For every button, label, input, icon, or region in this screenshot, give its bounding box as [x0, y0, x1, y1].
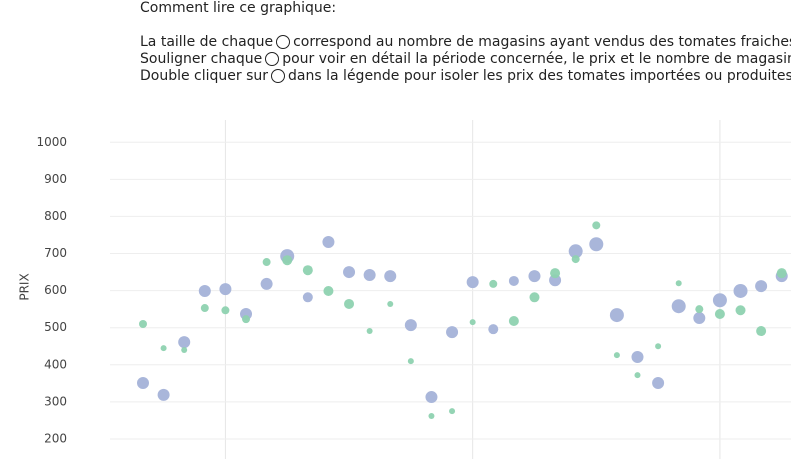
bubble [282, 255, 293, 266]
y-tick-label: 400 [44, 357, 67, 371]
bubble [138, 319, 147, 328]
bubble [322, 236, 335, 249]
y-tick-label: 1000 [36, 135, 67, 149]
y-tick-label: 900 [44, 172, 67, 186]
text: pour voir en détail la période concernée… [282, 51, 791, 67]
bubble [528, 270, 541, 283]
text: Souligner chaque [140, 51, 263, 67]
bubble [160, 345, 167, 352]
bubble [693, 312, 706, 325]
bubble [488, 324, 499, 335]
bubble [178, 336, 191, 349]
bubble [219, 283, 232, 296]
bubble [181, 346, 188, 353]
bubble [568, 244, 583, 259]
circle-icon [265, 52, 280, 66]
y-tick-label: 600 [44, 283, 67, 297]
bubble [571, 255, 580, 264]
y-tick-label: 500 [44, 320, 67, 334]
line: Double cliquer sur dans la légende pour i… [140, 68, 791, 85]
bubble [671, 299, 686, 314]
bubble [675, 280, 682, 287]
bubble [613, 352, 620, 359]
bubble [466, 276, 479, 289]
bubble [529, 292, 540, 303]
y-tick-label: 700 [44, 246, 67, 260]
y-tick-label: 800 [44, 209, 67, 223]
bubble [200, 304, 209, 313]
bubble [344, 298, 355, 309]
y-tick-label: 200 [44, 431, 67, 445]
bubble [550, 268, 561, 279]
line: La taille de chaque correspond au nombre … [140, 34, 791, 51]
bubble [449, 408, 456, 415]
bubble [366, 328, 373, 335]
bubble [221, 306, 230, 315]
bubble [260, 277, 273, 290]
bubble [714, 308, 725, 319]
bubble [549, 274, 562, 287]
text: La taille de chaque [140, 34, 274, 50]
bubble [733, 283, 748, 298]
bubble [387, 300, 394, 307]
bubble [407, 358, 414, 365]
bubble [592, 221, 601, 230]
text: dans la légende pour isoler les prix des… [288, 68, 791, 84]
circle-icon [271, 69, 286, 83]
bubble [489, 279, 498, 288]
bubble [136, 376, 149, 389]
bubble [756, 326, 767, 337]
bubble [469, 319, 476, 326]
y-axis-title: PRIX [18, 273, 32, 300]
bubble [384, 270, 397, 283]
line: Souligner chaque pour voir en détail la p… [140, 51, 791, 68]
bubble [755, 280, 768, 293]
y-tick-label: 300 [44, 394, 67, 408]
bubble [428, 412, 435, 419]
bubble [508, 316, 519, 327]
bubble [631, 351, 644, 364]
bubble [446, 326, 459, 339]
instructions: Comment lire ce graphique: La taille de … [140, 0, 791, 85]
text: Double cliquer sur [140, 68, 269, 84]
bubble [404, 319, 417, 332]
bubble [302, 265, 313, 276]
bubble [609, 308, 624, 323]
circle-icon [276, 35, 291, 49]
bubble [343, 266, 356, 279]
bubble [198, 284, 211, 297]
bubble [242, 315, 251, 324]
bubble [634, 372, 641, 379]
bubble [589, 237, 604, 252]
bubble [323, 285, 334, 296]
heading: Comment lire ce graphique: [140, 0, 337, 16]
bubble [735, 305, 746, 316]
text: correspond au nombre de magasins ayant v… [293, 34, 791, 50]
bubble [157, 388, 170, 401]
bubble [508, 275, 519, 286]
bubble [363, 269, 376, 282]
bubble [712, 293, 727, 308]
bubble [425, 391, 438, 404]
bubble [695, 305, 704, 314]
bubble [302, 292, 313, 303]
bubble [262, 258, 271, 267]
bubble [655, 343, 662, 350]
bubble [776, 268, 787, 279]
bubble [652, 376, 665, 389]
